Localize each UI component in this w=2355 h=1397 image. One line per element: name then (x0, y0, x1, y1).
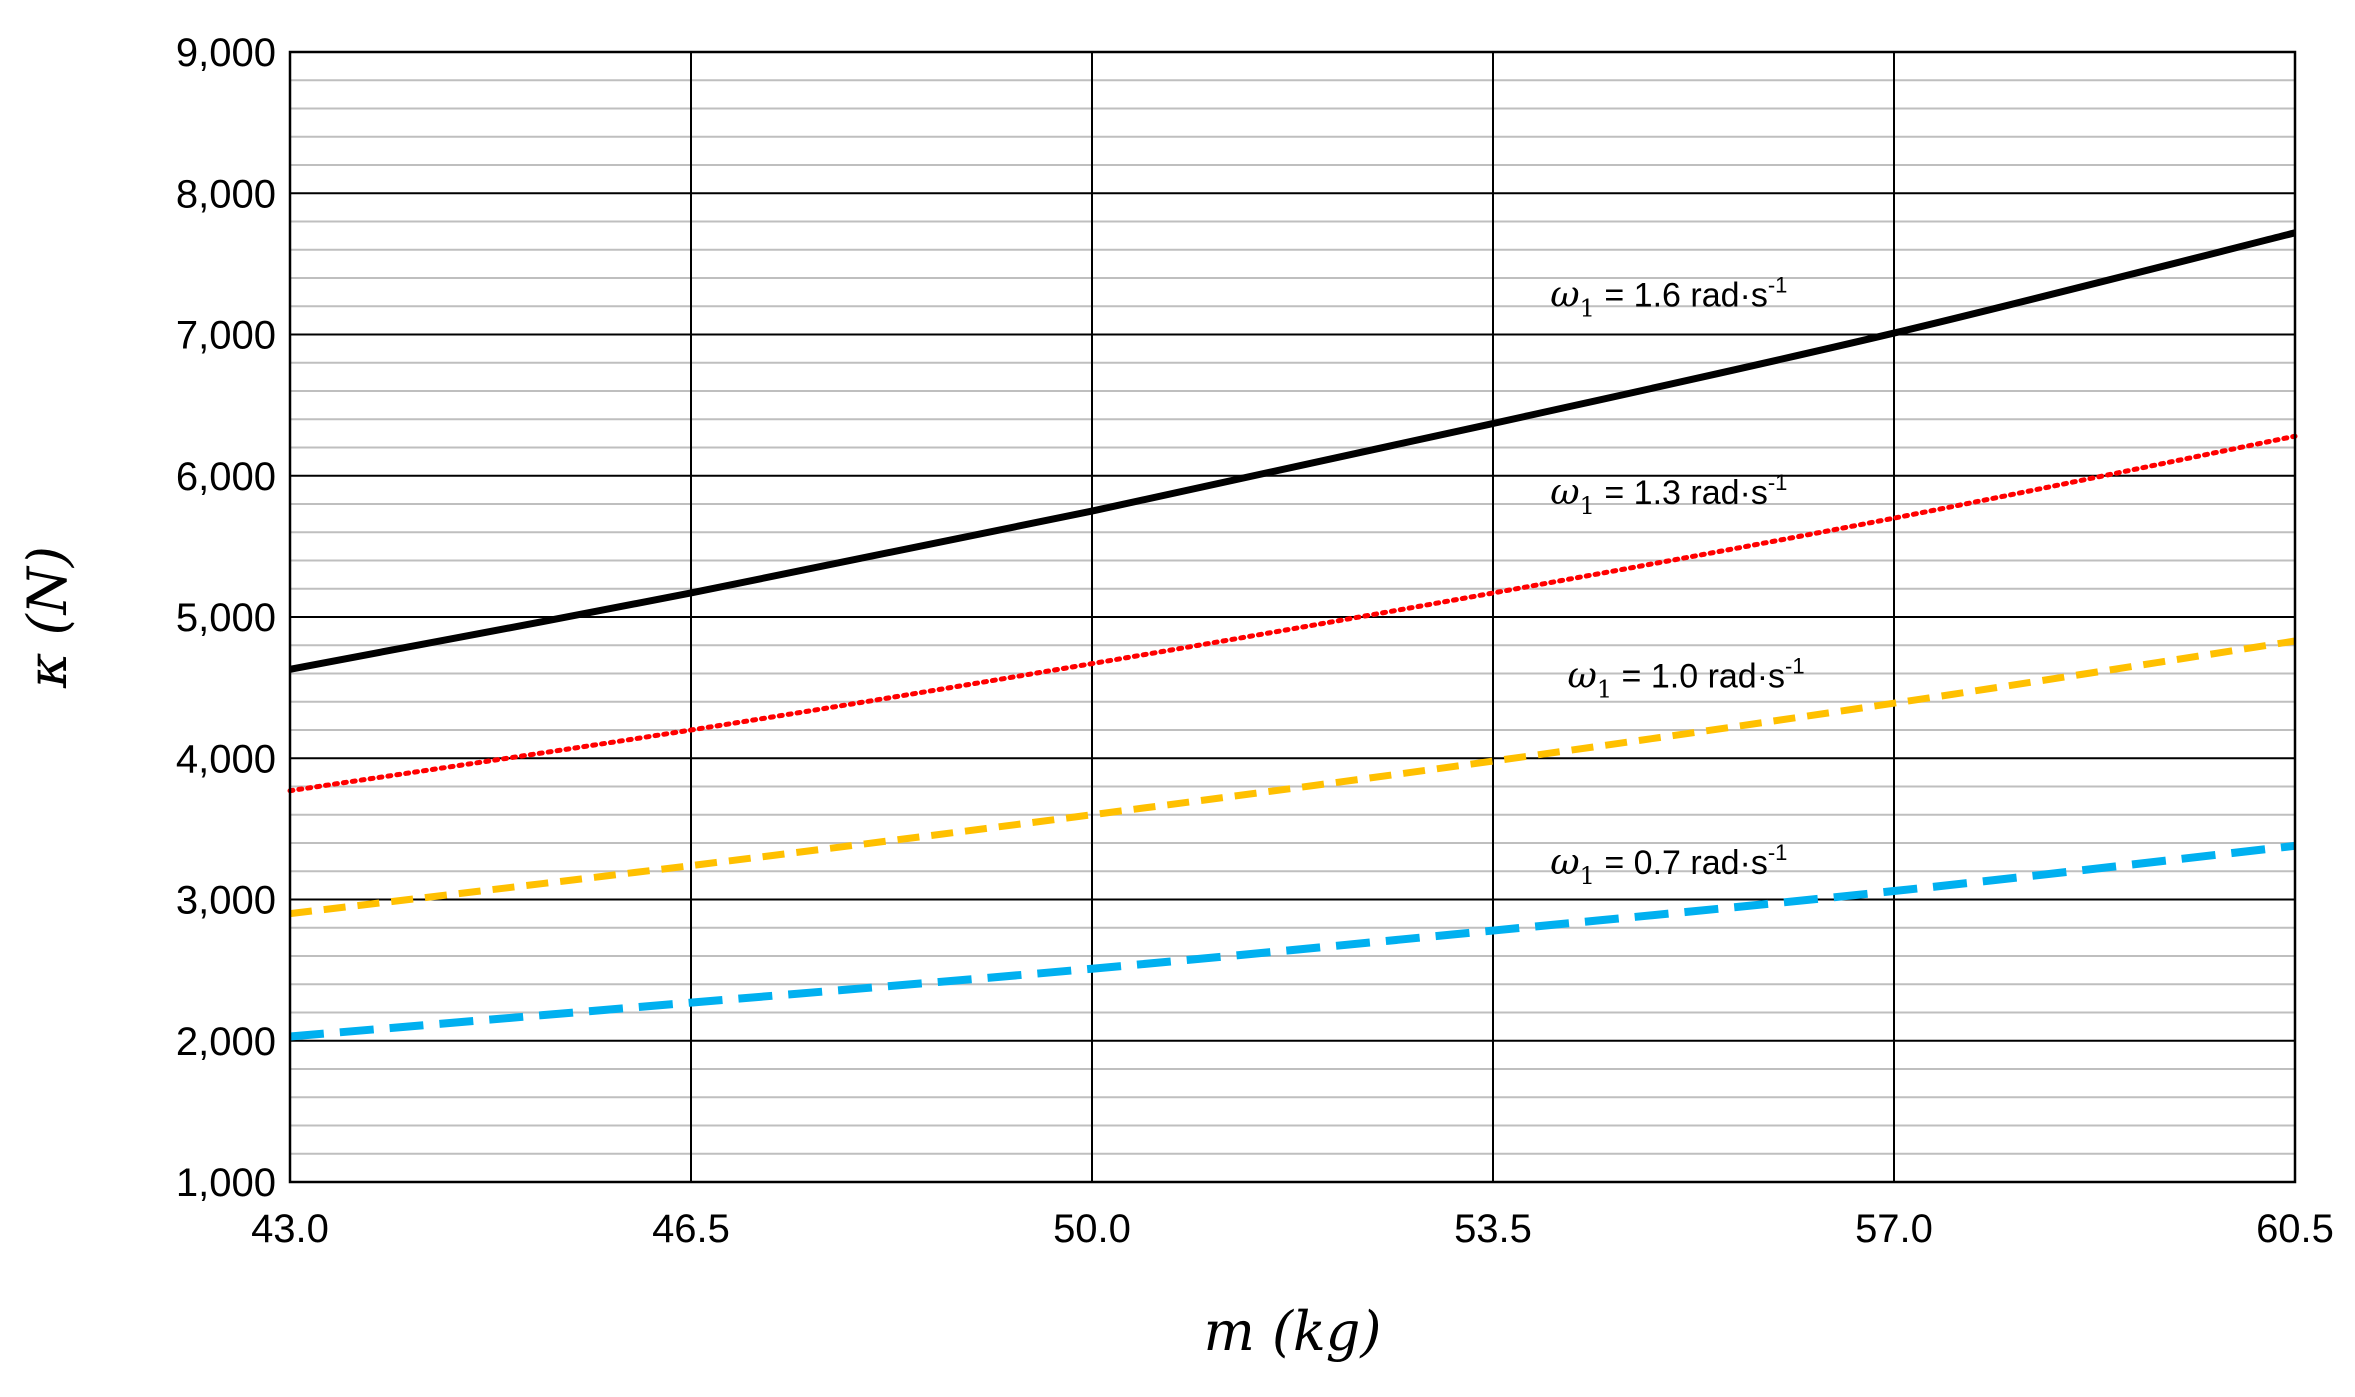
plot-area-border (288, 50, 2297, 1184)
series-label: ω1 = 1.3 rad·s-1 (1550, 470, 1787, 520)
y-axis-title: κ (N) (16, 546, 79, 689)
unit-superscript: -1 (1768, 272, 1788, 297)
x-tick-label: 46.5 (652, 1207, 730, 1251)
series-label: ω1 = 0.7 rad·s-1 (1550, 840, 1787, 890)
series-line (287, 433, 2298, 794)
series-line (289, 841, 2296, 1041)
omega-symbol: ω (1550, 274, 1579, 315)
series-label-text: = 0.7 rad·s (1595, 844, 1768, 882)
series-label-text: = 1.3 rad·s (1595, 474, 1768, 512)
x-tick-label: 53.5 (1454, 1207, 1532, 1251)
omega-subscript: 1 (1580, 294, 1595, 322)
x-axis-title: m (kg) (1204, 1300, 1382, 1363)
y-tick-label: 2,000 (176, 1020, 276, 1064)
omega-subscript: 1 (1580, 862, 1595, 890)
series-labels: ω1 = 1.6 rad·s-1ω1 = 1.3 rad·s-1ω1 = 1.0… (1550, 272, 1804, 890)
y-tick-label: 4,000 (176, 737, 276, 781)
series-label: ω1 = 1.0 rad·s-1 (1567, 654, 1804, 704)
unit-superscript: -1 (1768, 840, 1788, 865)
y-tick-label: 9,000 (176, 31, 276, 75)
omega-symbol: ω (1567, 656, 1596, 697)
omega-subscript: 1 (1580, 492, 1595, 520)
omega-subscript: 1 (1597, 676, 1612, 704)
omega-symbol: ω (1550, 472, 1579, 513)
series-label-text: = 1.0 rad·s (1612, 658, 1785, 696)
x-tick-label: 60.5 (2256, 1207, 2334, 1251)
x-tick-label: 50.0 (1053, 1207, 1131, 1251)
y-tick-label: 3,000 (176, 879, 276, 923)
y-tick-label: 5,000 (176, 596, 276, 640)
series-label: ω1 = 1.6 rad·s-1 (1550, 272, 1787, 322)
minor-gridlines (290, 79, 2295, 1155)
y-axis-tick-labels: 1,000 2,000 3,000 4,000 5,000 6,000 7,000 8,000… (176, 31, 276, 1205)
y-tick-label: 1,000 (176, 1161, 276, 1205)
x-axis-tick-labels: 43.0 46.5 50.0 53.5 57.0 60.5 (251, 1207, 2334, 1251)
unit-superscript: -1 (1768, 470, 1788, 495)
series-label-text: = 1.6 rad·s (1595, 276, 1768, 314)
omega-symbol: ω (1550, 842, 1579, 883)
y-tick-label: 7,000 (176, 314, 276, 358)
y-tick-label: 6,000 (176, 455, 276, 499)
x-tick-label: 43.0 (251, 1207, 329, 1251)
series-line (289, 229, 2296, 673)
y-tick-label: 8,000 (176, 172, 276, 216)
series-lines (287, 229, 2298, 1041)
x-tick-label: 57.0 (1855, 1207, 1933, 1251)
unit-superscript: -1 (1785, 654, 1805, 679)
series-line (289, 637, 2296, 918)
